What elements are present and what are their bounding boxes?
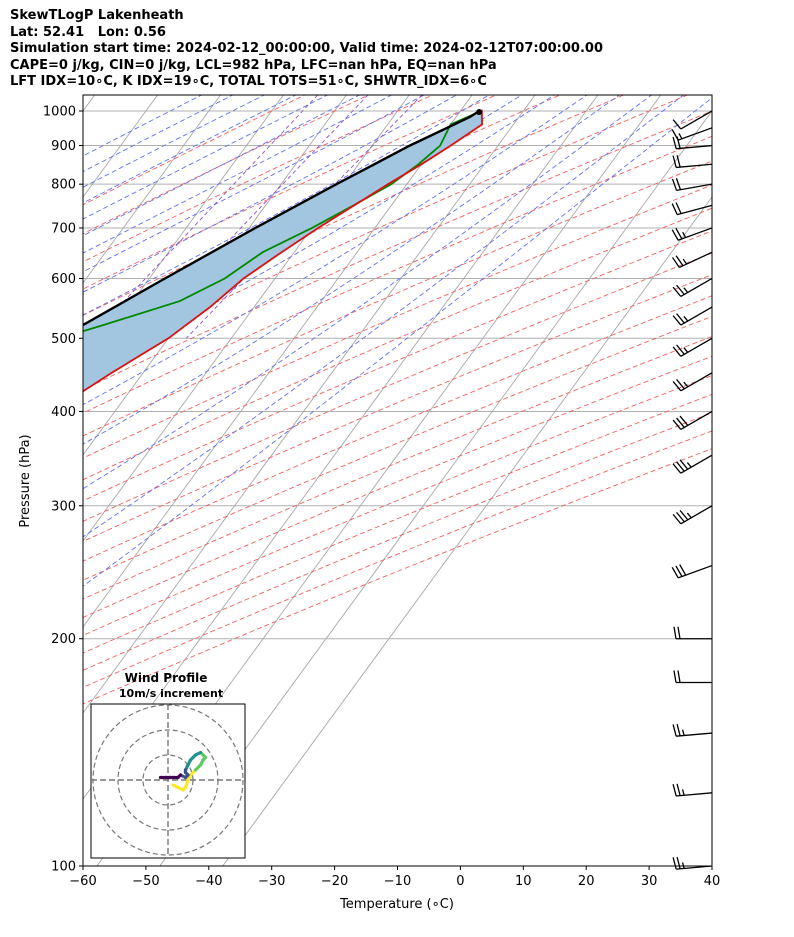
- wind-barb: [672, 410, 713, 431]
- x-tick-label: 40: [704, 874, 721, 889]
- isotherm: [83, 95, 96, 112]
- x-tick-label: −60: [69, 874, 96, 889]
- x-tick-label: 0: [456, 874, 464, 889]
- moist-adiabat: [83, 95, 425, 273]
- x-tick-label: 10: [515, 874, 532, 889]
- dry-adiabat: [83, 95, 689, 367]
- x-tick-label: −50: [132, 874, 159, 889]
- y-axis-label: Pressure (hPa): [18, 434, 33, 527]
- y-tick-label: 600: [51, 272, 76, 287]
- x-tick-label: 30: [641, 874, 658, 889]
- y-tick-label: 100: [51, 860, 76, 875]
- wind-barb: [672, 783, 713, 797]
- wind-barb: [671, 202, 713, 216]
- moist-adiabat: [83, 95, 297, 204]
- isotherm: [83, 95, 284, 370]
- wind-barb: [672, 277, 713, 298]
- wind-barb: [672, 723, 713, 737]
- moist-adiabat: [83, 95, 266, 188]
- moist-adiabat: [83, 95, 588, 406]
- x-tick-label: −30: [258, 874, 285, 889]
- wind-barb: [672, 136, 713, 150]
- surface-point: [476, 108, 483, 115]
- y-tick-label: 300: [51, 499, 76, 514]
- isotherm: [83, 95, 473, 628]
- wind-barb: [671, 564, 713, 579]
- index-line: LFT IDX=10∘C, K IDX=19∘C, TOTAL TOTS=51∘…: [10, 74, 487, 90]
- y-tick-label: 900: [51, 139, 76, 154]
- dry-adiabat: [83, 355, 712, 618]
- x-tick-label: −10: [384, 874, 411, 889]
- dry-adiabat: [83, 95, 498, 290]
- x-axis-label: Temperature (∘C): [339, 897, 454, 912]
- moist-adiabat: [83, 95, 653, 490]
- x-tick-label: 20: [578, 874, 595, 889]
- dry-adiabat: [83, 252, 712, 522]
- moist-adiabat: [83, 95, 458, 293]
- dry-adiabat: [83, 315, 712, 581]
- wind-barb: [673, 626, 712, 640]
- moist-adiabat: [83, 97, 712, 587]
- temperature-line: [83, 109, 484, 393]
- wind-barb: [672, 856, 713, 870]
- time-line: Simulation start time: 2024-02-12_00:00:…: [10, 41, 603, 57]
- moist-adiabat: [83, 95, 523, 342]
- moist-adiabat: [83, 95, 556, 371]
- hodograph-inset: Wind Profile 10m/s increment: [90, 671, 246, 859]
- isotherm: [83, 95, 536, 714]
- mixing-ratio-line: [185, 95, 423, 339]
- y-tick-label: 500: [51, 332, 76, 347]
- x-tick-label: −40: [195, 874, 222, 889]
- dry-adiabat: [83, 448, 712, 705]
- wind-barb: [672, 454, 713, 474]
- dry-adiabat: [83, 95, 562, 316]
- y-tick-label: 400: [51, 405, 76, 420]
- cape-line: CAPE=0 j/kg, CIN=0 j/kg, LCL=982 hPa, LF…: [10, 57, 497, 73]
- location-line: Lat: 52.41 Lon: 0.56: [10, 24, 166, 40]
- wind-barb: [672, 337, 713, 357]
- dry-adiabat: [83, 207, 712, 481]
- y-tick-label: 700: [51, 221, 76, 236]
- wind-barb: [672, 110, 713, 130]
- chart-title: SkewTLogP Lakenheath: [10, 8, 184, 23]
- chart-header: SkewTLogP Lakenheath Lat: 52.41 Lon: 0.5…: [10, 8, 603, 91]
- wind-barb: [671, 251, 713, 269]
- isotherm: [222, 196, 712, 866]
- moist-adiabat: [83, 95, 685, 538]
- dry-adiabat: [83, 430, 712, 688]
- wind-barb: [673, 670, 712, 684]
- x-tick-label: −20: [321, 874, 348, 889]
- reference-lines: [83, 95, 712, 866]
- dewpoint-line: [83, 113, 475, 333]
- hodograph-subtitle: 10m/s increment: [119, 687, 223, 700]
- dry-adiabat: [83, 135, 712, 414]
- dry-adiabat: [83, 95, 625, 342]
- hodograph-title: Wind Profile: [125, 671, 208, 685]
- isotherm: [83, 95, 222, 284]
- dry-adiabat: [83, 393, 712, 654]
- dry-adiabat: [83, 95, 434, 263]
- dry-adiabat: [83, 230, 712, 502]
- y-tick-label: 200: [51, 632, 76, 647]
- y-tick-label: 1000: [43, 104, 76, 119]
- wind-barb: [672, 505, 713, 525]
- dry-adiabat: [83, 110, 712, 391]
- mixing-ratio-line: [89, 95, 319, 339]
- parcel-line: [83, 109, 480, 327]
- y-tick-label: 800: [51, 178, 76, 193]
- wind-barb: [672, 372, 713, 392]
- dry-adiabat: [83, 295, 712, 562]
- moist-adiabat: [83, 95, 490, 316]
- wind-barb: [672, 306, 713, 326]
- isotherm: [83, 95, 347, 456]
- wind-barb: [671, 178, 713, 192]
- wind-barb: [671, 227, 713, 241]
- wind-barb: [672, 155, 713, 169]
